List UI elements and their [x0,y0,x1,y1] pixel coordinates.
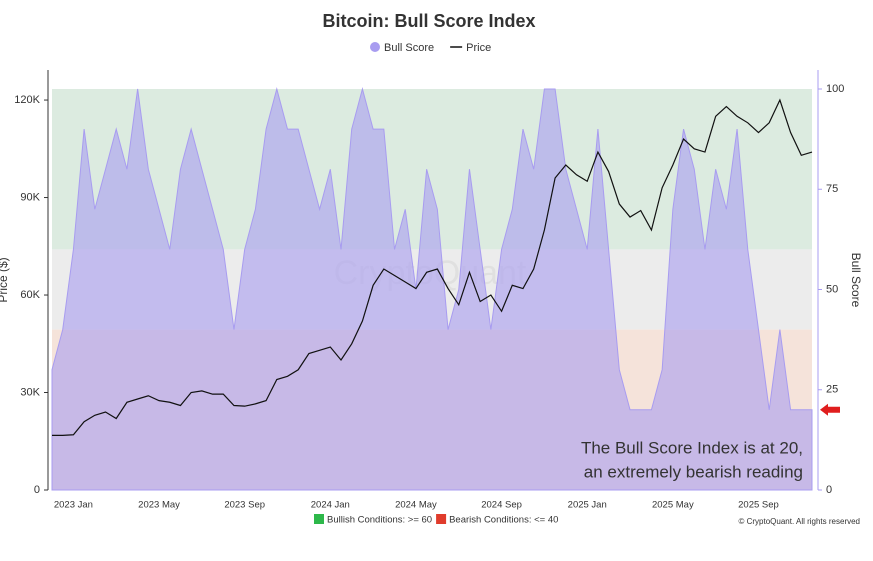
legend-label: Price [466,42,491,54]
y-tick-label: 90K [20,191,40,203]
y2-tick-label: 50 [826,283,838,295]
copyright: © CryptoQuant. All rights reserved [739,517,861,526]
x-tick-label: 2023 May [138,500,180,511]
x-tick-label: 2025 May [652,500,694,511]
annotation: an extremely bearish reading [584,462,803,481]
y-tick-label: 0 [34,484,40,496]
x-tick-label: 2024 Jan [311,500,350,511]
price-line [52,98,813,437]
x-tick-label: 2025 Sep [738,500,779,511]
chart-title: Bitcoin: Bull Score Index [322,11,535,31]
x-tick-label: 2024 Sep [481,500,522,511]
zone-key [436,514,447,524]
x-tick-label: 2025 Jan [568,500,607,511]
zone-key [314,514,324,524]
bull-score-area [51,87,813,491]
y-tick-label: 120K [14,94,40,106]
y-tick-label: 30K [20,386,40,398]
legend-key [370,42,380,52]
y2-axis-title: Bull Score [849,253,863,308]
current-value-arrow [820,403,840,416]
y2-tick-label: 75 [826,183,838,195]
zone-label: Bullish Conditions: >= 60 [327,515,432,526]
y2-tick-label: 100 [826,83,844,95]
y2-tick-label: 0 [826,484,832,496]
annotation: The Bull Score Index is at 20, [581,438,803,457]
legend: Bull Score Price [370,42,491,54]
x-tick-label: 2024 May [395,500,437,511]
zone-label: Bearish Conditions: <= 40 [449,515,558,526]
y-axis-title: Price ($) [0,257,10,302]
x-tick-label: 2023 Sep [224,500,265,511]
x-tick-label: 2023 Jan [54,500,93,511]
legend-label: Bull Score [384,42,434,54]
y-tick-label: 60K [20,289,40,301]
y2-tick-label: 25 [826,384,838,396]
